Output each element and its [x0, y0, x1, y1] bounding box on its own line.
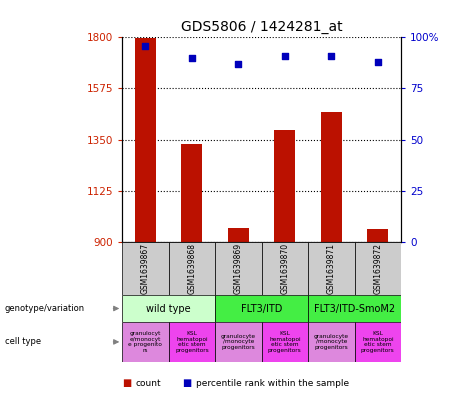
Bar [215, 242, 261, 295]
Bar [308, 322, 355, 362]
Point [374, 59, 382, 65]
Bar [355, 242, 401, 295]
Text: count: count [136, 379, 162, 387]
Bar [169, 242, 215, 295]
Bar [122, 322, 169, 362]
Text: GSM1639871: GSM1639871 [327, 243, 336, 294]
Bar [135, 39, 156, 242]
Text: GSM1639870: GSM1639870 [280, 242, 290, 294]
Text: FLT3/ITD: FLT3/ITD [241, 303, 282, 314]
Text: KSL
hematopoi
etic stem
progenitors: KSL hematopoi etic stem progenitors [268, 331, 302, 353]
Text: GSM1639868: GSM1639868 [187, 243, 196, 294]
Bar [274, 130, 296, 242]
Bar [308, 295, 401, 322]
Point [188, 55, 195, 61]
Text: GSM1639872: GSM1639872 [373, 243, 382, 294]
Bar [367, 229, 388, 242]
Text: granulocyte
/monocyte
progenitors: granulocyte /monocyte progenitors [314, 334, 349, 350]
Bar [215, 322, 261, 362]
Bar [122, 242, 169, 295]
Bar [215, 295, 308, 322]
Bar [355, 322, 401, 362]
Bar [228, 228, 249, 242]
Bar [182, 144, 202, 242]
Text: KSL
hematopoi
etic stem
progenitors: KSL hematopoi etic stem progenitors [361, 331, 395, 353]
Point [142, 42, 149, 49]
Point [235, 61, 242, 67]
Point [328, 53, 335, 59]
Bar [122, 295, 215, 322]
Text: percentile rank within the sample: percentile rank within the sample [196, 379, 349, 387]
Text: GSM1639869: GSM1639869 [234, 242, 243, 294]
Text: genotype/variation: genotype/variation [5, 304, 85, 313]
Text: granulocyt
e/monocyt
e progenito
rs: granulocyt e/monocyt e progenito rs [129, 331, 162, 353]
Bar [308, 242, 355, 295]
Bar [261, 322, 308, 362]
Text: ■: ■ [182, 378, 191, 388]
Text: cell type: cell type [5, 338, 41, 346]
Title: GDS5806 / 1424281_at: GDS5806 / 1424281_at [181, 20, 343, 33]
Bar [261, 242, 308, 295]
Text: FLT3/ITD-SmoM2: FLT3/ITD-SmoM2 [314, 303, 395, 314]
Text: KSL
hematopoi
etic stem
progenitors: KSL hematopoi etic stem progenitors [175, 331, 209, 353]
Text: wild type: wild type [146, 303, 191, 314]
Point [281, 53, 289, 59]
Text: granulocyte
/monocyte
progenitors: granulocyte /monocyte progenitors [221, 334, 256, 350]
Text: GSM1639867: GSM1639867 [141, 242, 150, 294]
Bar [321, 112, 342, 242]
Bar [169, 322, 215, 362]
Text: ■: ■ [122, 378, 131, 388]
